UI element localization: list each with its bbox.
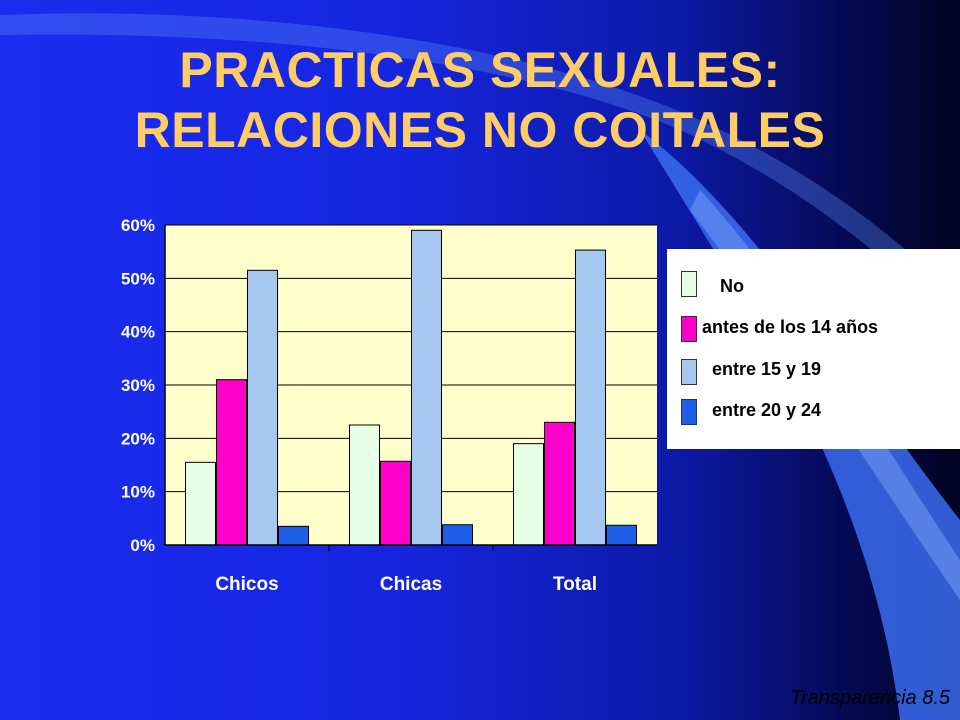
- legend-label: antes de los 14 años: [702, 317, 879, 337]
- legend-label: No: [720, 276, 744, 296]
- legend-swatch: [681, 271, 697, 297]
- y-tick-label: 60%: [121, 216, 155, 235]
- bar-chicas-series-4: [442, 524, 473, 546]
- y-tick-label: 10%: [121, 483, 155, 502]
- bar-chicos-series-4: [278, 525, 309, 546]
- bar-chicas-series-3: [411, 229, 442, 546]
- bar-total-series-3: [575, 249, 606, 546]
- bar-chicas-series-2: [380, 460, 411, 546]
- title-line-1: PRACTICAS SEXUALES:: [179, 42, 781, 98]
- y-tick-label: 20%: [121, 429, 155, 448]
- bar-total-series-1: [513, 443, 544, 546]
- bar-chicos-series-2: [216, 379, 247, 546]
- legend-swatch: [681, 316, 697, 342]
- title-line-2: RELACIONES NO COITALES: [134, 102, 826, 158]
- y-tick-label: 50%: [121, 269, 155, 288]
- page-title: PRACTICAS SEXUALES: RELACIONES NO COITAL…: [0, 40, 960, 160]
- slide-footer: Transparencia 8.5: [790, 687, 950, 709]
- legend-label: entre 20 y 24: [712, 400, 822, 420]
- y-tick-label: 40%: [121, 323, 155, 342]
- bar-chicas-series-1: [349, 424, 380, 546]
- legend-swatch: [681, 399, 697, 425]
- chart-legend: No antes de los 14 años entre 15 y 19 entre…: [667, 249, 960, 449]
- x-tick-label: Total: [553, 574, 597, 595]
- legend-swatch: [681, 359, 697, 385]
- bar-total-series-4: [606, 524, 637, 546]
- x-tick-label: Chicos: [215, 574, 278, 595]
- bar-chicos-series-3: [247, 269, 278, 546]
- bar-total-series-2: [544, 421, 575, 546]
- y-tick-label: 30%: [121, 376, 155, 395]
- bar-chicos-series-1: [185, 461, 216, 546]
- x-tick-label: Chicas: [380, 574, 442, 595]
- legend-label: entre 15 y 19: [712, 359, 822, 379]
- y-tick-label: 0%: [130, 536, 155, 555]
